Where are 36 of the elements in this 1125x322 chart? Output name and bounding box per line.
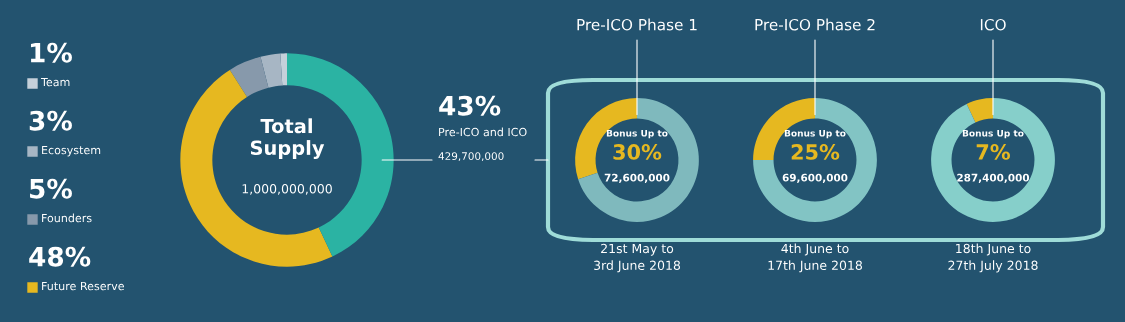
donut-slice: [931, 98, 1055, 222]
donut-slice: [280, 53, 287, 86]
data-label: 1%: [30, 42, 72, 63]
text: 72,600,000: [604, 173, 670, 183]
data-label: 43%: [439, 95, 501, 116]
text: 21st May to 3rd June 2018: [594, 243, 681, 273]
legend-label: Team: [40, 77, 70, 87]
data-label: 3%: [29, 110, 72, 131]
text: Bonus Up to: [962, 129, 1024, 139]
slice-label: Pre-ICO and ICO: [439, 127, 527, 137]
chart-title: Pre-ICO Phase 2: [755, 18, 875, 31]
text: Total Supply: [250, 118, 325, 160]
legend-label: Future Reserve: [42, 281, 124, 291]
data-label: 30%: [613, 144, 662, 160]
legend-label: Ecosystem: [42, 145, 101, 157]
data-label: 48%: [29, 246, 91, 267]
text: 18th June to 27th July 2018: [948, 243, 1038, 273]
text: 287,400,000: [957, 173, 1030, 183]
text: 4th June to 17th June 2018: [768, 243, 862, 273]
donut-slice: [180, 69, 333, 267]
donut-slice: [260, 53, 283, 88]
donut-slice: [578, 98, 699, 222]
data-label: 5%: [30, 178, 72, 199]
text: Bonus Up to: [606, 129, 668, 139]
text: 1,000,000,000: [242, 184, 332, 195]
donut-slice: [966, 98, 993, 123]
text: 69,600,000: [782, 173, 848, 183]
donut-slice: [753, 98, 877, 222]
chart-title: ICO: [980, 18, 1006, 31]
text: 429,700,000: [438, 152, 504, 162]
text: Bonus Up to: [784, 129, 846, 139]
chart-title: Pre-ICO Phase 1: [577, 18, 697, 31]
data-label: 25%: [791, 144, 840, 160]
legend-label: Founders: [42, 213, 92, 223]
data-label: 7%: [976, 144, 1011, 160]
donut-slice: [229, 56, 269, 97]
